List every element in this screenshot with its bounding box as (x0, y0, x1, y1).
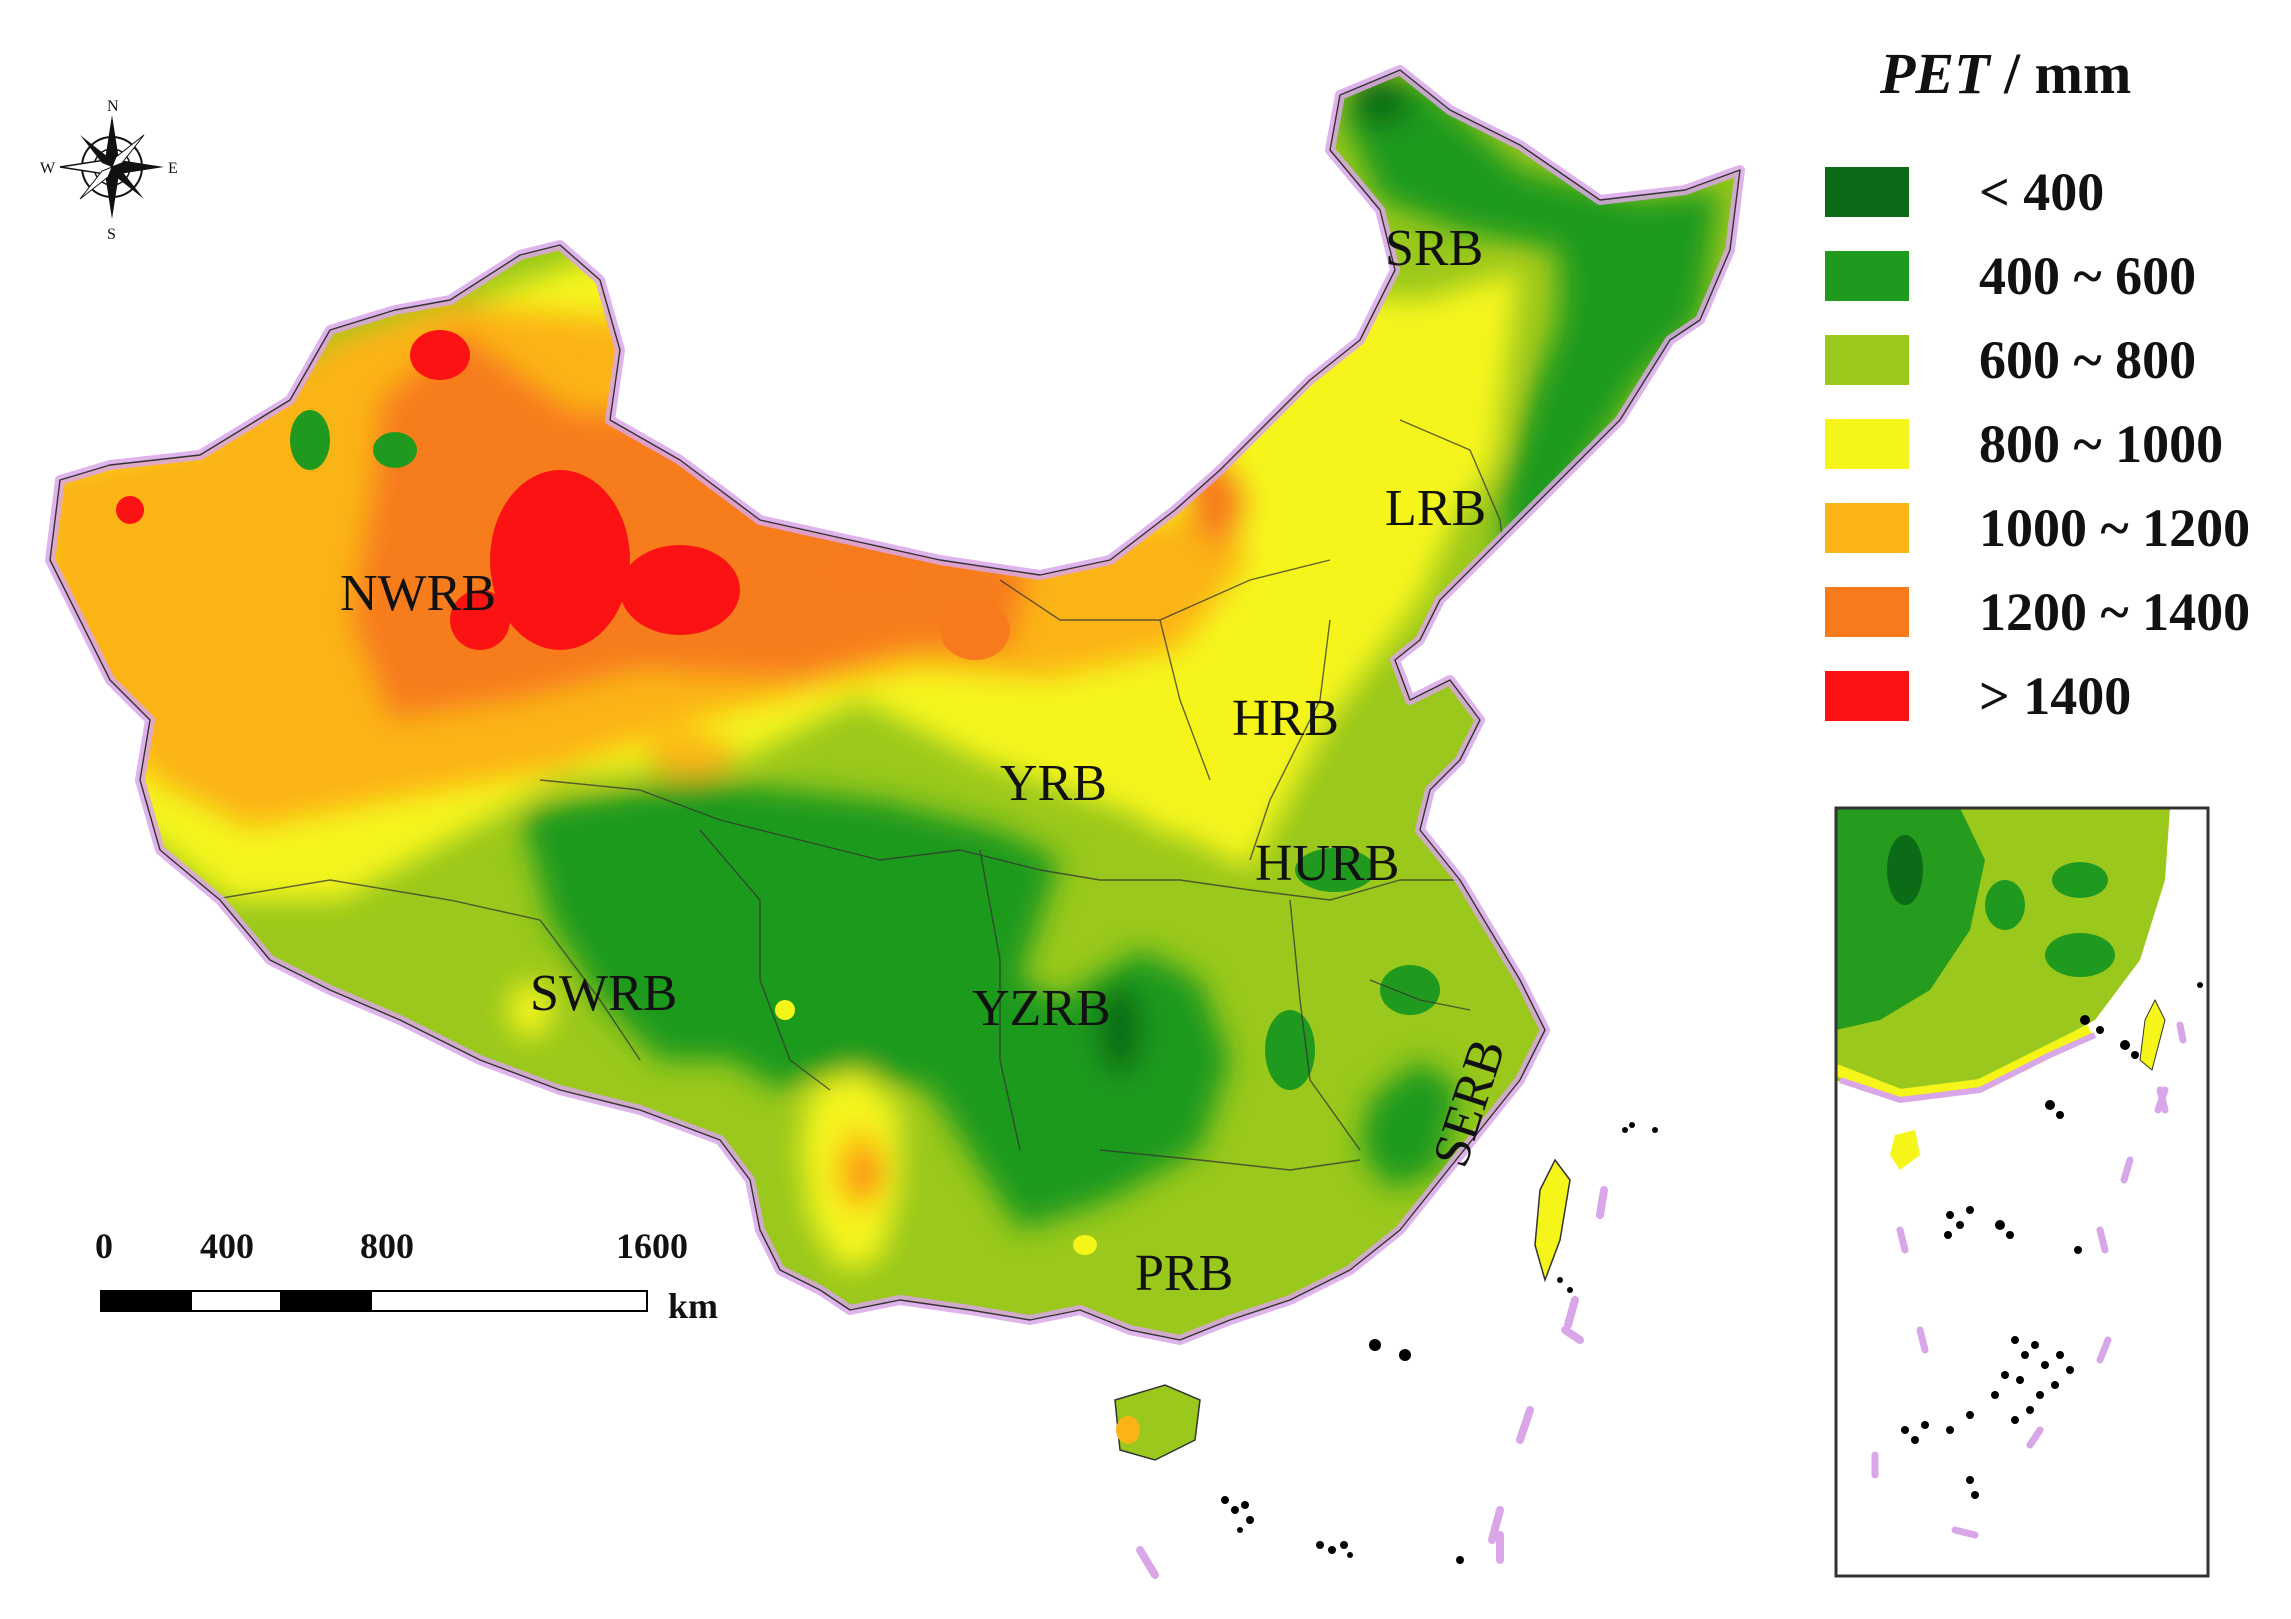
zone-lt400-hunan (1098, 985, 1142, 1075)
compass-s: S (107, 226, 116, 243)
inset-map (1834, 806, 2210, 1578)
legend-item: 1200 ~ 1400 (1825, 570, 2250, 654)
legend-item: 800 ~ 1000 (1825, 402, 2250, 486)
legend-title-variable: PET (1880, 41, 1990, 106)
zone-800-1000-sichuan (508, 982, 552, 1038)
basin-label-hurb: HURB (1255, 835, 1399, 892)
zone-gt1400-yunnan (858, 1163, 878, 1187)
scale-tick-label: 400 (200, 1226, 254, 1266)
zone-400-600-spot (1265, 1010, 1315, 1090)
inset-green-zone (1836, 808, 1985, 1030)
zone-800-1000-huai (1140, 785, 1220, 835)
zone-1000-1200-spot (645, 733, 735, 777)
hainan-hotspot (1116, 1416, 1140, 1444)
taiwan-island (1534, 1158, 1571, 1283)
scale-tick-label: 1600 (616, 1226, 688, 1266)
legend-swatch (1825, 335, 1909, 385)
zone-400-600-tibet-sichuan (520, 780, 1230, 1230)
legend-swatch (1825, 419, 1909, 469)
legend-item: < 400 (1825, 150, 2250, 234)
inset-hainan (1890, 1130, 1920, 1170)
basin-label-lrb: LRB (1385, 480, 1486, 537)
scale-segment (100, 1290, 192, 1312)
zone-400-600-spot (373, 432, 417, 468)
compass-rose: N S W E (40, 98, 178, 243)
legend-swatch (1825, 167, 1909, 217)
legend-item: 1000 ~ 1200 (1825, 486, 2250, 570)
zone-400-600-northeast (1340, 80, 1720, 600)
basin-label-hrb: HRB (1232, 690, 1339, 747)
zone-400-600-spot (1380, 965, 1440, 1015)
zone-800-1000-liaoning (1380, 330, 1500, 510)
zone-gt1400-spot (620, 545, 740, 635)
compass-e: E (168, 160, 178, 177)
scale-unit: km (668, 1286, 719, 1326)
legend-item: 600 ~ 800 (1825, 318, 2250, 402)
zone-gt1400-spot (410, 330, 470, 380)
zone-400-600-spot (290, 410, 330, 470)
scale-tick-label: 0 (95, 1226, 113, 1266)
legend-label: > 1400 (1979, 666, 2132, 726)
compass-n: N (107, 98, 119, 115)
zone-400-600-fujian (1360, 1060, 1460, 1190)
south-sea-islands (1221, 1122, 1658, 1564)
legend-label: < 400 (1979, 162, 2105, 222)
scale-segment (280, 1290, 372, 1312)
legend-title: PET / mm (1880, 40, 2131, 107)
scale-tick-label: 800 (360, 1226, 414, 1266)
basin-label-yrb: YRB (1000, 755, 1107, 812)
zone-gt1400-spot (116, 496, 144, 524)
inset-taiwan (2139, 998, 2166, 1071)
hainan-island (1114, 1384, 1201, 1461)
zone-1200-1400-spot (940, 600, 1010, 660)
legend-label: 1000 ~ 1200 (1979, 498, 2251, 558)
basin-label-prb: PRB (1135, 1245, 1233, 1302)
legend-item: 400 ~ 600 (1825, 234, 2250, 318)
basin-label-nwrb: NWRB (340, 565, 496, 622)
basin-label-yzrb: YZRB (972, 980, 1111, 1037)
province-borders (209, 419, 1511, 1171)
scale-segment (190, 1290, 282, 1312)
zone-800-1000-spot (775, 1000, 795, 1020)
zone-800-1000-spot (1073, 1235, 1097, 1255)
legend-title-unit: / mm (2004, 41, 2132, 106)
legend-label: 600 ~ 800 (1979, 330, 2197, 390)
legend: < 400 400 ~ 600 600 ~ 800 800 ~ 1000 100… (1825, 150, 2250, 738)
basin-label-srb: SRB (1385, 220, 1483, 277)
legend-swatch (1825, 587, 1909, 637)
legend-swatch (1825, 671, 1909, 721)
legend-swatch (1825, 251, 1909, 301)
basin-label-swrb: SWRB (530, 965, 677, 1022)
basin-labels: SRB LRB NWRB HRB YRB HURB SWRB YZRB SERB… (340, 220, 1517, 1302)
legend-item: > 1400 (1825, 654, 2250, 738)
zone-1000-1200-spot (175, 605, 255, 685)
zone-gt1400-spot (490, 470, 630, 650)
scale-segment (370, 1290, 648, 1312)
compass-w: W (40, 160, 56, 177)
legend-label: 400 ~ 600 (1979, 246, 2197, 306)
legend-swatch (1825, 503, 1909, 553)
zone-gt1400-spot (450, 590, 510, 650)
inset-frame (1834, 806, 2210, 1578)
maritime-boundary (1136, 1186, 1608, 1579)
zone-400-600-spot (1295, 848, 1375, 892)
legend-label: 800 ~ 1000 (1979, 414, 2224, 474)
legend-label: 1200 ~ 1400 (1979, 582, 2251, 642)
zone-1200-1400-spot (830, 548, 910, 592)
